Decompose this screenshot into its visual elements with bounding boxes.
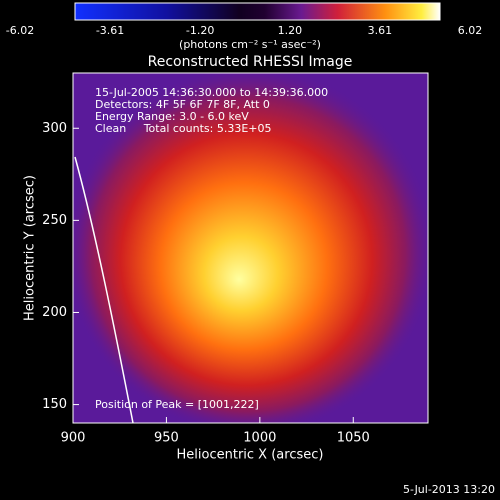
x-tick-label: 1050: [337, 431, 370, 446]
y-tick-label: 150: [42, 397, 67, 412]
annotation: Clean Total counts: 5.33E+05: [95, 122, 272, 135]
x-axis-label: Heliocentric X (arcsec): [177, 448, 324, 463]
image: [73, 73, 428, 423]
annotation: 15-Jul-2005 14:36:30.000 to 14:39:36.000: [95, 86, 328, 99]
annotation: Detectors: 4F 5F 6F 7F 8F, Att 0: [95, 98, 270, 111]
emission: [73, 73, 428, 423]
x-tick-label: 950: [154, 431, 179, 446]
peak-annotation: Position of Peak = [1001,222]: [95, 398, 259, 411]
colorbar: [74, 2, 441, 21]
solar-limb: [74, 156, 134, 423]
x-tick-label: 900: [61, 431, 86, 446]
timestamp: 5-Jul-2013 13:20: [403, 483, 495, 496]
x-tick-label: 1000: [243, 431, 276, 446]
colorbar-tick-label: 6.02: [458, 24, 483, 37]
annotation: Energy Range: 3.0 - 6.0 keV: [95, 110, 249, 123]
colorbar-tick-label: 1.20: [278, 24, 303, 37]
y-tick-label: 200: [42, 305, 67, 320]
plot-frame: [72, 72, 429, 424]
colorbar-tick-label: -6.02: [6, 24, 34, 37]
colorbar-tick-label: -1.20: [186, 24, 214, 37]
chart-title: Reconstructed RHESSI Image: [148, 54, 353, 70]
colorbar-label: (photons cm⁻² s⁻¹ asec⁻²): [179, 38, 321, 51]
y-tick-label: 300: [42, 121, 67, 136]
colorbar-tick-label: -3.61: [96, 24, 124, 37]
colorbar-tick-label: 3.61: [368, 24, 393, 37]
y-axis-label: Heliocentric Y (arcsec): [23, 175, 38, 321]
y-tick-label: 250: [42, 213, 67, 228]
